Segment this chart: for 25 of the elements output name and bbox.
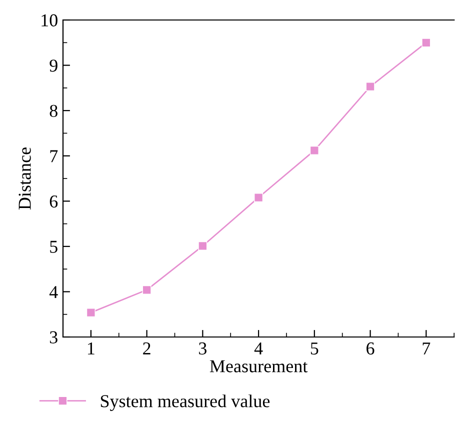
y-tick-label: 4 bbox=[49, 286, 58, 298]
point bbox=[422, 38, 431, 48]
x-tick-label: 5 bbox=[310, 342, 318, 355]
point bbox=[142, 285, 152, 294]
x-tick-label: 3 bbox=[199, 342, 206, 355]
y-tick-label: 9 bbox=[50, 60, 58, 72]
x-tick-label: 4 bbox=[254, 342, 263, 354]
y-tick-label: 8 bbox=[50, 104, 58, 118]
point bbox=[86, 308, 96, 318]
point bbox=[254, 193, 264, 202]
point bbox=[366, 82, 375, 92]
y-tick-label: 5 bbox=[50, 240, 58, 253]
y-tick-label: 6 bbox=[50, 195, 58, 208]
x-tick-label: 6 bbox=[366, 342, 374, 355]
x-tick-label: 1 bbox=[88, 342, 94, 354]
x-tick-label: 7 bbox=[422, 342, 430, 354]
point bbox=[310, 146, 319, 155]
y-tick-label: 3 bbox=[50, 331, 58, 344]
x-axis-title: Measurement bbox=[210, 360, 308, 372]
point bbox=[198, 241, 208, 250]
x-tick-label: 2 bbox=[143, 342, 150, 354]
y-tick-label: 7 bbox=[50, 150, 58, 162]
y-axis-title: Distance bbox=[18, 148, 31, 210]
y-tick-label: 10 bbox=[42, 14, 58, 26]
legend-label: System measured value bbox=[100, 394, 270, 411]
